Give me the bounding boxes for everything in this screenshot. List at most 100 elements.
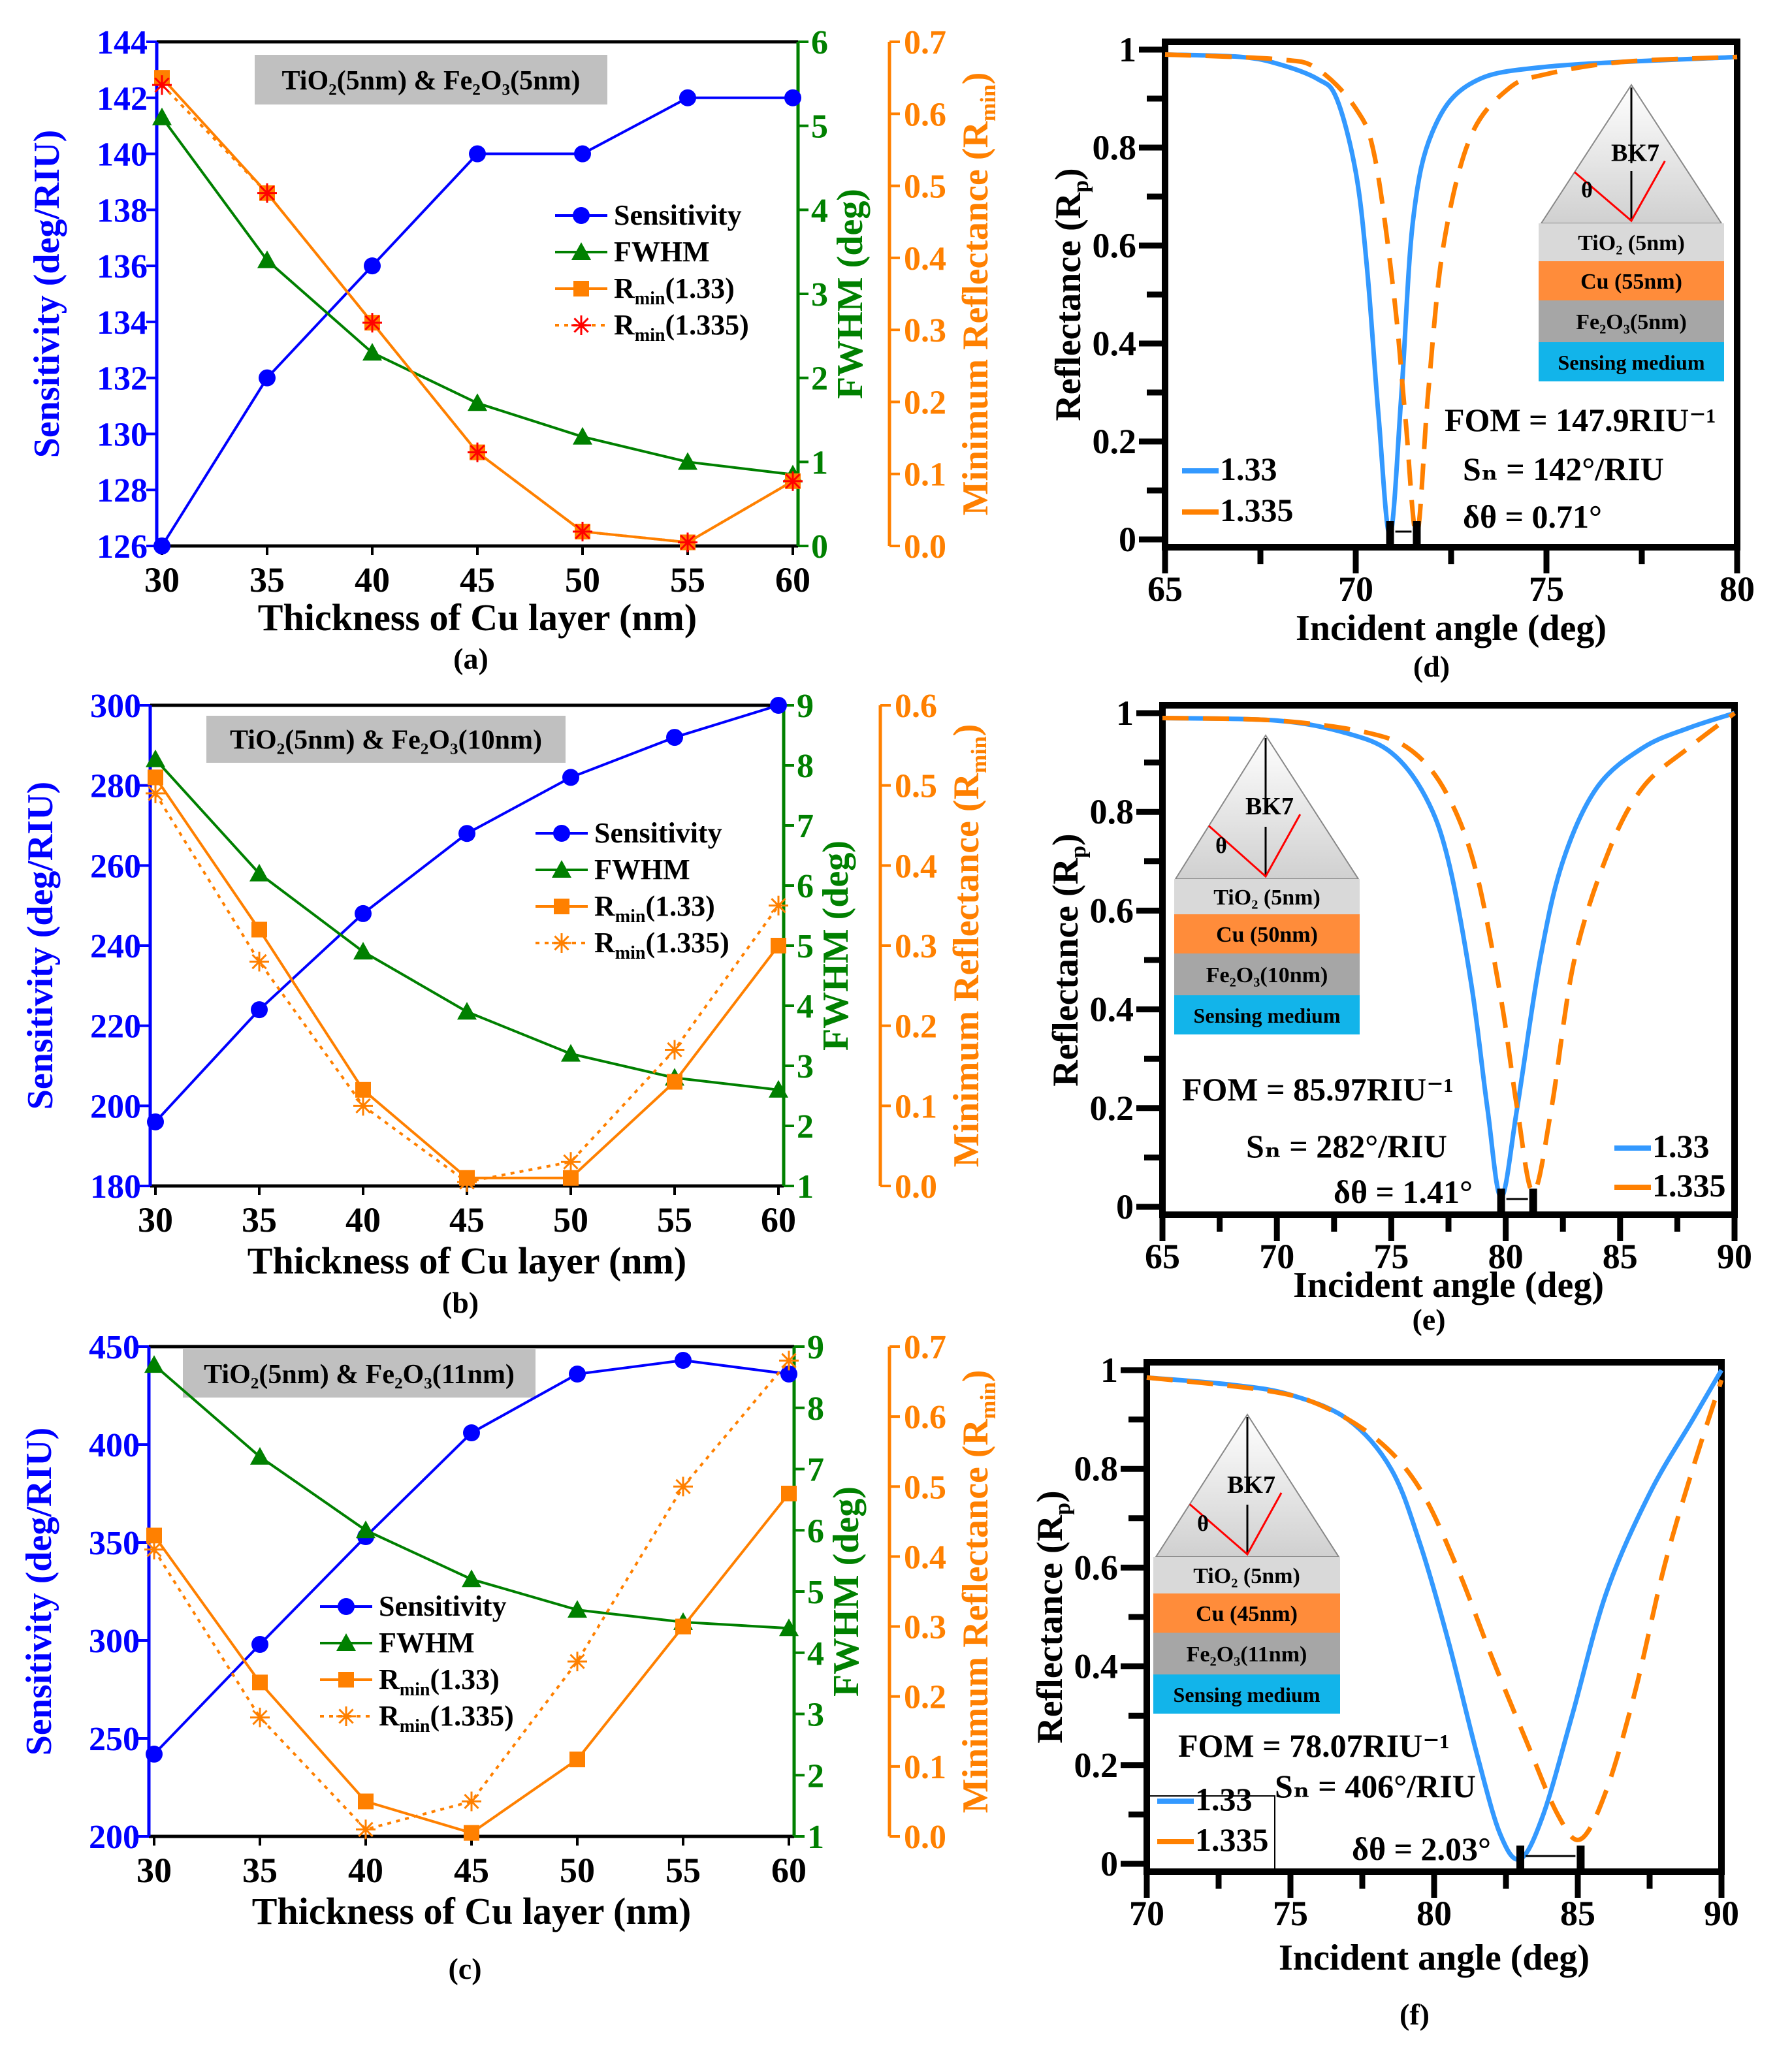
- x-tick-label: 80: [1488, 1237, 1524, 1276]
- right-tick-label: 7: [807, 1452, 824, 1489]
- chart-f: BK7 θ TiO₂ (5nm) Cu (45nm) Fe₂O₃(11nm) Sensin…: [1030, 1351, 1739, 2031]
- right-tick-label: 5: [811, 108, 828, 146]
- right-tick-label: 3: [797, 1048, 814, 1085]
- x-tick-label: 40: [345, 1200, 381, 1240]
- x-tick-label: 60: [761, 1200, 796, 1240]
- min-marker: [1516, 1846, 1524, 1869]
- layer-label: Fe₂O₃(5nm): [1576, 310, 1687, 334]
- right2-tick-label: 0.4: [895, 848, 937, 885]
- series-0: [153, 89, 801, 554]
- legend-label: FWHM: [594, 854, 690, 886]
- asterisk-stroke: [146, 1542, 162, 1558]
- legend-label: 1.335: [1652, 1167, 1726, 1204]
- left-tick-label: 200: [89, 1819, 140, 1856]
- y-tick-label: 0.6: [1074, 1548, 1119, 1587]
- circle-marker: [251, 1636, 268, 1653]
- prism-label: BK7: [1245, 793, 1294, 820]
- circle-marker: [666, 729, 683, 746]
- square-marker: [569, 1752, 585, 1768]
- circle-marker: [679, 89, 696, 106]
- panel-label: (c): [448, 1952, 481, 1985]
- asterisk-marker: [468, 442, 487, 462]
- right2-tick-label: 0.6: [895, 688, 937, 725]
- legend-label: 1.33: [1220, 451, 1277, 487]
- triangle-marker: [552, 860, 571, 878]
- x-tick-label: 45: [449, 1200, 485, 1240]
- left-tick-label: 142: [97, 80, 148, 118]
- x-tick-label: 65: [1145, 1237, 1180, 1276]
- triangle-marker: [568, 1600, 587, 1618]
- y-tick-label: 0: [1116, 1187, 1134, 1226]
- series-curve-0: [1146, 1369, 1724, 1862]
- asterisk-marker: [678, 532, 697, 552]
- right2-tick-label: 0.5: [904, 1469, 946, 1506]
- circle-marker: [355, 904, 372, 922]
- right2-axis-title: Minimum Reflectance (Rmin): [946, 724, 991, 1168]
- y-tick-label: 0: [1100, 1844, 1118, 1883]
- left-tick-label: 130: [97, 416, 148, 453]
- right-tick-label: 1: [807, 1819, 824, 1856]
- right-tick-label: 7: [797, 808, 814, 845]
- panel-label: (b): [442, 1286, 479, 1319]
- layer-3: [1153, 1674, 1340, 1714]
- series-line: [153, 1364, 790, 1630]
- right-tick-label: 8: [797, 748, 814, 785]
- right2-axis-title-tail: ): [955, 72, 996, 85]
- layer-label: Cu (55nm): [1580, 270, 1682, 294]
- triangle-marker: [462, 1569, 481, 1588]
- layer-label: Fe₂O₃(10nm): [1206, 963, 1328, 987]
- min-marker: [1413, 521, 1421, 545]
- right-tick-label: 2: [811, 360, 828, 398]
- y-tick-label: 1: [1116, 694, 1134, 733]
- asterisk-marker: [561, 1152, 581, 1172]
- circle-marker: [675, 1352, 692, 1369]
- circle-marker: [780, 1366, 797, 1383]
- light-ray-arrow: [1189, 1492, 1283, 1556]
- asterisk-stroke: [338, 1708, 354, 1724]
- circle-marker: [574, 145, 591, 163]
- x-tick-label: 30: [138, 1200, 173, 1240]
- legend-item: Sensitivity: [536, 817, 722, 849]
- y-tick-label: 0.2: [1090, 1089, 1134, 1128]
- circle-marker: [469, 145, 486, 163]
- y-tick-label: 0.4: [1093, 324, 1137, 363]
- title-box-text: TiO₂(5nm) & Fe₂O₃(5nm): [282, 66, 581, 96]
- y-axis-title: Reflectance (Rp): [1046, 833, 1091, 1086]
- asterisk-stroke: [148, 786, 163, 801]
- min-marker: [1529, 1189, 1537, 1212]
- y-tick-label: 0.8: [1093, 128, 1137, 167]
- series-line: [154, 758, 779, 1091]
- x-tick-label: 50: [565, 560, 600, 600]
- x-tick-label: 70: [1338, 569, 1373, 609]
- asterisk-marker: [783, 471, 803, 491]
- right-axis-title: FWHM (deg): [826, 1486, 867, 1697]
- x-axis-title: Thickness of Cu layer (nm): [248, 1240, 686, 1282]
- asterisk-stroke: [470, 444, 485, 460]
- asterisk-marker: [250, 1707, 270, 1727]
- y-axis-title-tail: ): [1046, 833, 1086, 846]
- layer-2: [1153, 1633, 1340, 1674]
- square-marker: [338, 1672, 354, 1688]
- x-tick-label: 85: [1603, 1237, 1638, 1276]
- series-curve-0: [1162, 711, 1736, 1200]
- legend-label-sub: min: [400, 1716, 430, 1736]
- series-line: [154, 792, 780, 1183]
- right2-tick-label: 0.4: [904, 1539, 946, 1576]
- asterisk-marker: [665, 1040, 684, 1060]
- right2-tick-label: 0.0: [904, 1819, 946, 1856]
- layer-label: Cu (50nm): [1216, 923, 1318, 947]
- right-tick-label: 4: [807, 1635, 824, 1672]
- triangle-marker: [468, 393, 487, 411]
- legend-label-base: R: [379, 1700, 400, 1732]
- circle-marker: [784, 89, 801, 106]
- circle-marker: [463, 1424, 480, 1441]
- y-axis-title-base: Reflectance (R: [1048, 192, 1089, 421]
- circle-marker: [553, 825, 570, 842]
- asterisk-marker: [769, 895, 788, 916]
- circle-marker: [153, 537, 170, 554]
- asterisk-stroke: [575, 524, 590, 539]
- x-tick-label: 55: [670, 560, 705, 600]
- square-marker: [771, 938, 786, 953]
- circle-marker: [338, 1598, 355, 1615]
